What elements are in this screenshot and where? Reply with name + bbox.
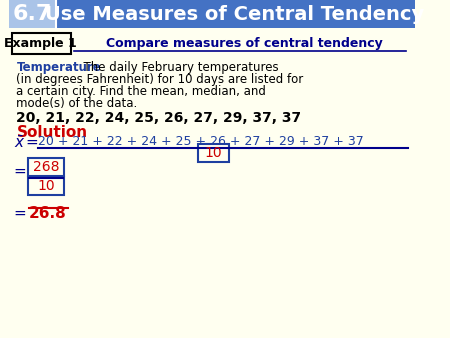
Text: 20 + 21 + 22 + 24 + 25 + 26 + 27 + 29 + 37 + 37: 20 + 21 + 22 + 24 + 25 + 26 + 27 + 29 + …: [38, 135, 364, 148]
Text: a certain city. Find the mean, median, and: a certain city. Find the mean, median, a…: [17, 85, 266, 98]
Text: Solution: Solution: [17, 125, 88, 140]
Text: 10: 10: [204, 146, 222, 160]
FancyBboxPatch shape: [28, 158, 64, 176]
FancyBboxPatch shape: [9, 0, 415, 28]
FancyBboxPatch shape: [12, 33, 71, 54]
FancyBboxPatch shape: [198, 144, 229, 162]
Text: $\bar{x}$: $\bar{x}$: [14, 135, 25, 151]
Text: Compare measures of central tendency: Compare measures of central tendency: [106, 38, 382, 50]
Text: 26.8: 26.8: [29, 206, 67, 221]
Text: 268: 268: [33, 160, 59, 174]
Text: 20, 21, 22, 24, 25, 26, 27, 29, 37, 37: 20, 21, 22, 24, 25, 26, 27, 29, 37, 37: [17, 111, 302, 125]
Text: =: =: [14, 206, 27, 221]
Text: The daily February temperatures: The daily February temperatures: [76, 61, 279, 74]
Text: Use Measures of Central Tendency: Use Measures of Central Tendency: [45, 4, 424, 24]
Text: Temperature: Temperature: [17, 61, 101, 74]
Text: mode(s) of the data.: mode(s) of the data.: [17, 97, 138, 110]
Text: Example 1: Example 1: [4, 38, 77, 50]
Text: =: =: [14, 164, 27, 179]
Text: 6.7: 6.7: [13, 4, 52, 24]
FancyBboxPatch shape: [28, 177, 64, 195]
Text: 10: 10: [37, 179, 55, 193]
FancyBboxPatch shape: [9, 0, 56, 28]
Text: =: =: [26, 135, 38, 150]
Text: (in degrees Fahrenheit) for 10 days are listed for: (in degrees Fahrenheit) for 10 days are …: [17, 73, 304, 86]
